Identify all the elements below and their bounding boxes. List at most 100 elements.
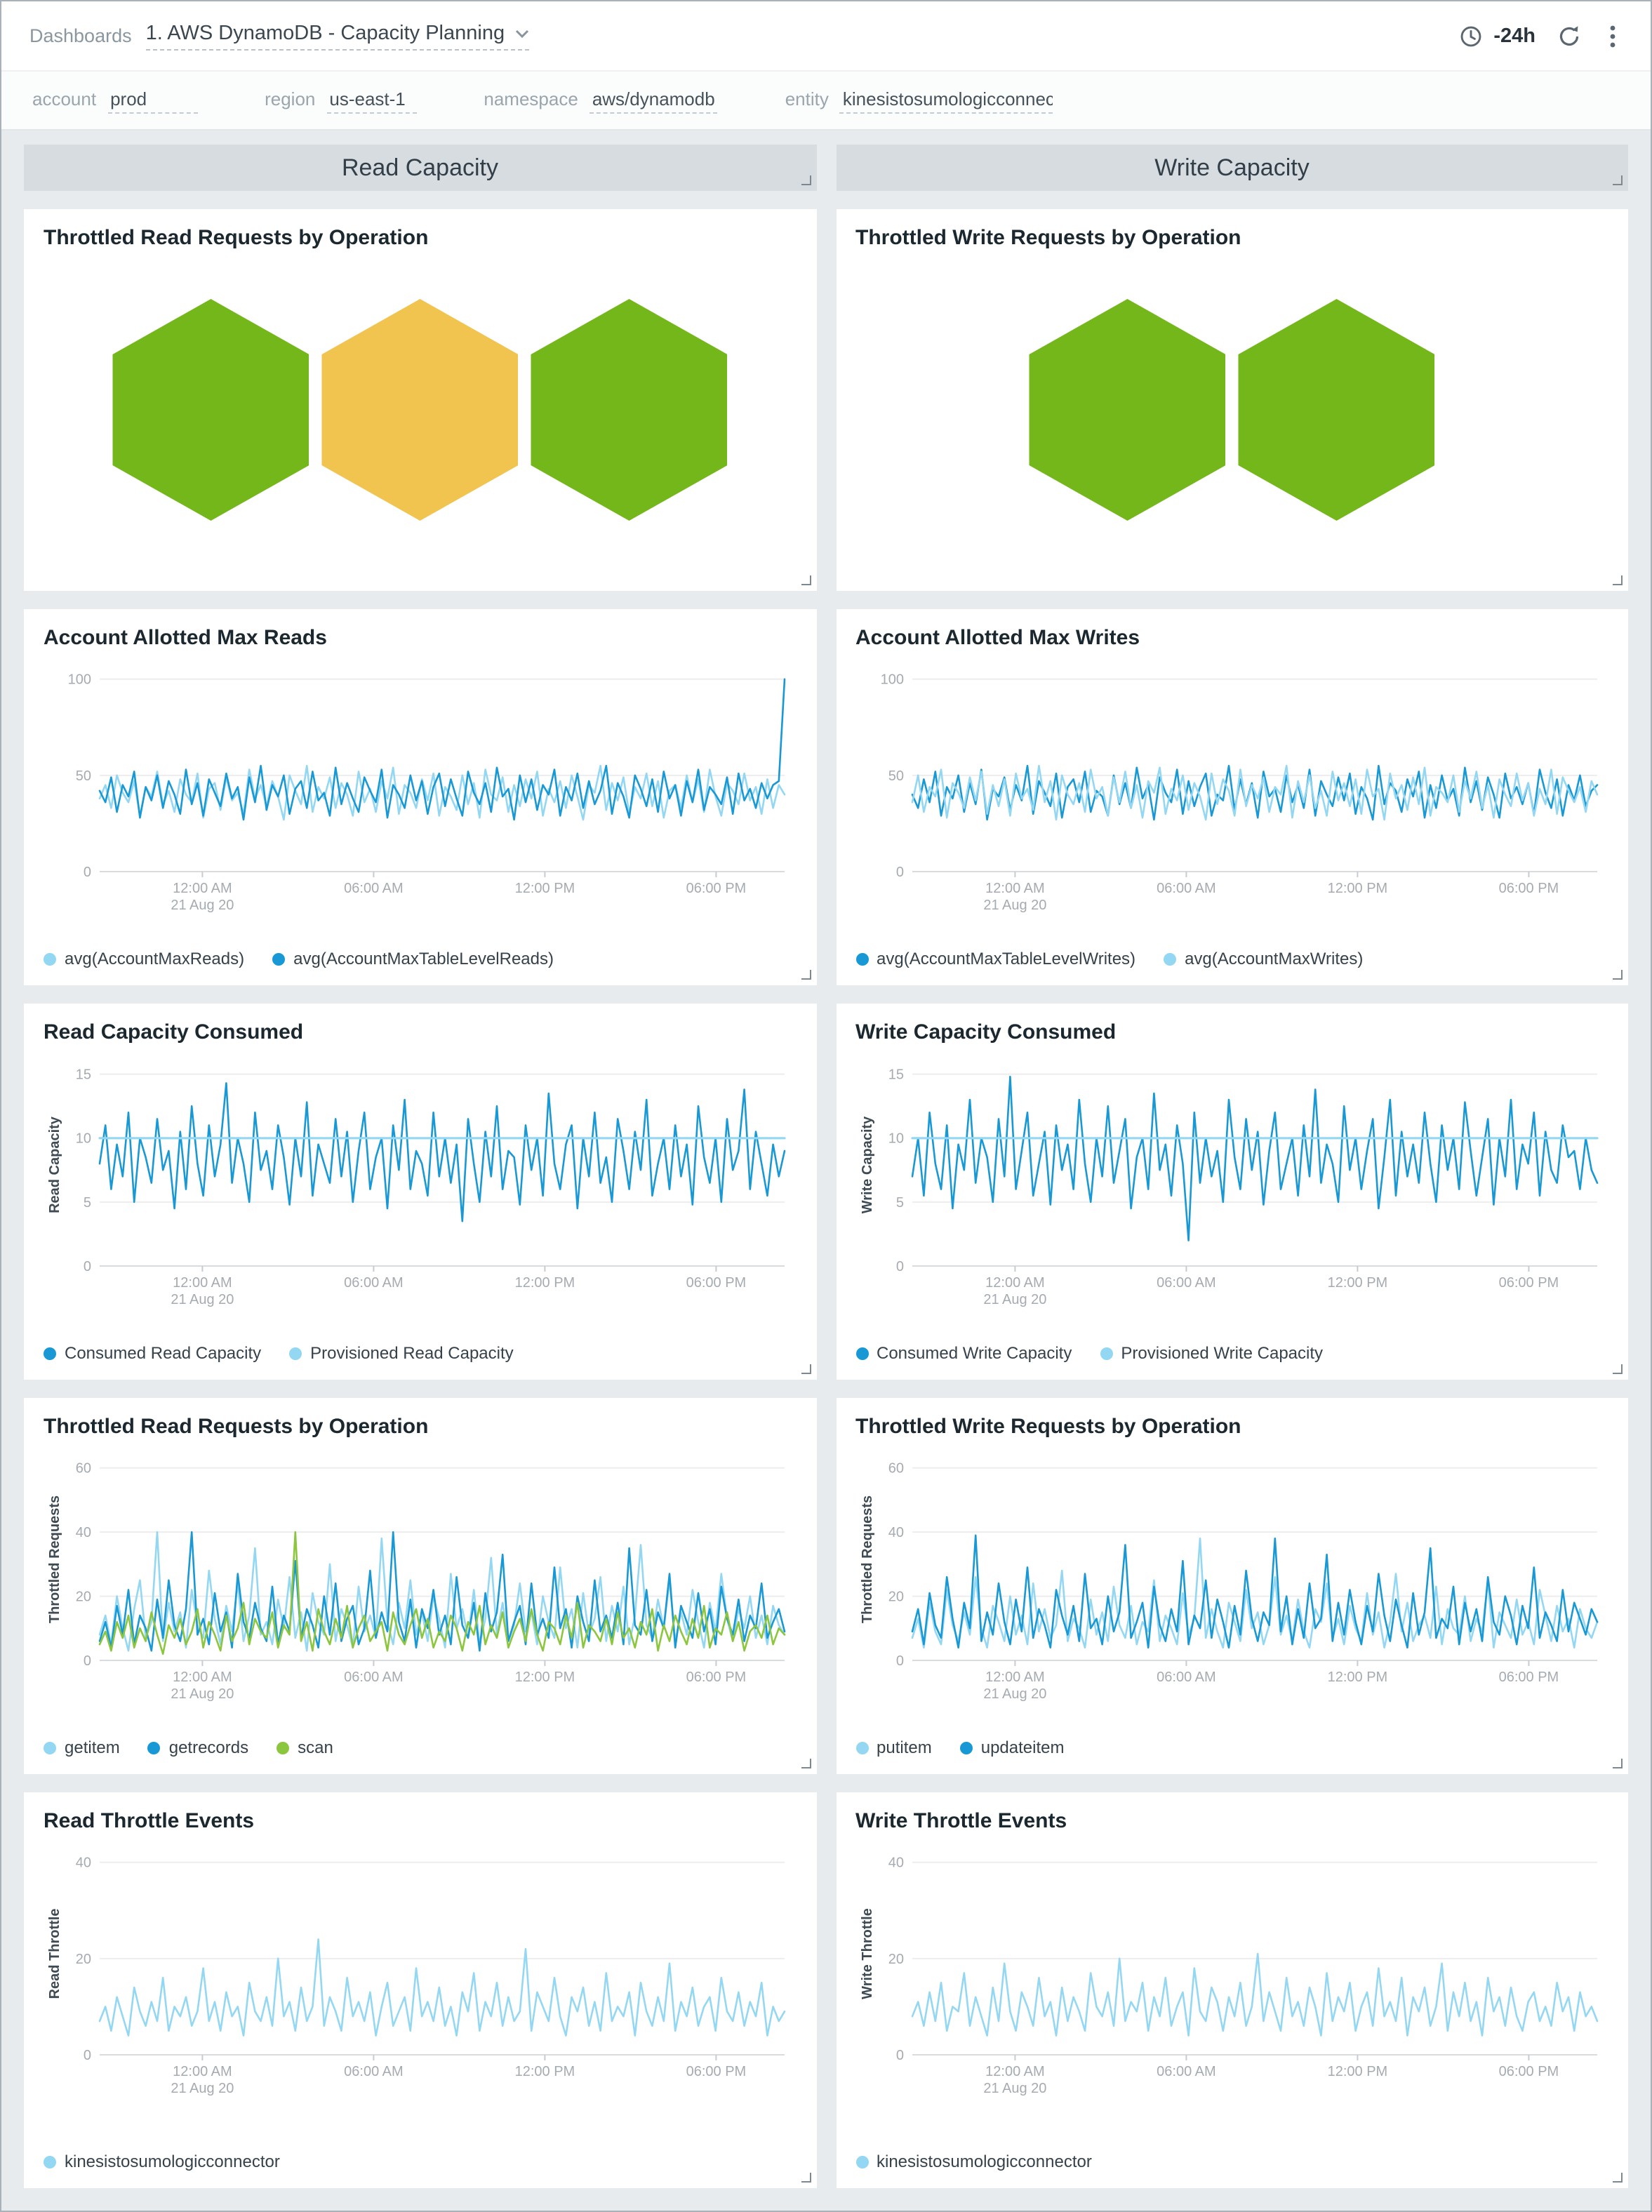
legend-dot xyxy=(1100,1347,1113,1359)
resize-corner[interactable] xyxy=(1613,1364,1623,1374)
svg-text:40: 40 xyxy=(76,1525,91,1540)
filter-region-value[interactable]: us-east-1 xyxy=(326,88,417,113)
svg-text:12:00 AM: 12:00 AM xyxy=(173,2064,232,2079)
honeycomb-cell-hexgreen[interactable] xyxy=(1029,299,1226,521)
legend-dot xyxy=(147,1741,161,1754)
chart-legend: putitem updateitem xyxy=(855,1729,1608,1757)
legend-item[interactable]: avg(AccountMaxReads) xyxy=(44,949,244,968)
resize-corner[interactable] xyxy=(1613,970,1623,980)
legend-item[interactable]: avg(AccountMaxTableLevelReads) xyxy=(272,949,554,968)
legend-item[interactable]: updateitem xyxy=(959,1738,1064,1757)
svg-text:06:00 PM: 06:00 PM xyxy=(686,881,747,896)
read-capacity-column: Read Capacity Throttled Read Requests by… xyxy=(24,145,816,2188)
resize-corner[interactable] xyxy=(1613,1759,1623,1768)
dashboard-title-dropdown[interactable]: 1. AWS DynamoDB - Capacity Planning xyxy=(145,22,529,50)
legend-item[interactable]: putitem xyxy=(855,1738,932,1757)
panel-title: Throttled Read Requests by Operation xyxy=(44,1415,429,1439)
legend-dot xyxy=(44,952,56,965)
legend-label: avg(AccountMaxReads) xyxy=(65,949,245,968)
honeycomb-cell-hexgreen[interactable] xyxy=(112,299,309,521)
svg-text:06:00 AM: 06:00 AM xyxy=(1156,1275,1215,1291)
honeycomb-cell-amber[interactable] xyxy=(321,299,519,521)
resize-corner[interactable] xyxy=(801,970,811,980)
clock-icon[interactable] xyxy=(1458,23,1484,48)
svg-text:40: 40 xyxy=(888,1525,903,1540)
panel-write-throttle-events: Write Throttle Events 0 20 40 12:00 AM 21 Au… xyxy=(836,1792,1628,2188)
svg-text:Read Throttle: Read Throttle xyxy=(47,1909,62,1999)
honeycomb-cell-hexgreen[interactable] xyxy=(531,299,728,521)
svg-text:12:00 AM: 12:00 AM xyxy=(985,1670,1044,1685)
breadcrumb[interactable]: Dashboards xyxy=(29,25,132,46)
svg-text:12:00 PM: 12:00 PM xyxy=(515,1670,575,1685)
svg-text:50: 50 xyxy=(888,768,903,784)
svg-text:0: 0 xyxy=(84,1259,91,1274)
svg-text:12:00 PM: 12:00 PM xyxy=(1327,881,1387,896)
resize-corner[interactable] xyxy=(801,1364,811,1374)
legend-dot xyxy=(1164,952,1177,965)
svg-text:12:00 AM: 12:00 AM xyxy=(173,1670,232,1685)
column-header-write-capacity[interactable]: Write Capacity xyxy=(836,145,1628,191)
legend-item[interactable]: getrecords xyxy=(147,1738,249,1757)
legend-item[interactable]: Provisioned Read Capacity xyxy=(289,1343,514,1363)
line-chart-account-max-reads[interactable]: 0 50 100 12:00 AM 21 Aug 20 06:00 AM 12:00 PM 0… xyxy=(44,655,796,925)
legend-label: putitem xyxy=(877,1738,932,1757)
time-range-label[interactable]: -24h xyxy=(1493,25,1536,47)
legend-item[interactable]: avg(AccountMaxWrites) xyxy=(1164,949,1363,968)
resize-corner[interactable] xyxy=(801,2173,811,2183)
resize-corner[interactable] xyxy=(801,175,811,185)
legend-label: getrecords xyxy=(168,1738,249,1757)
refresh-icon[interactable] xyxy=(1557,23,1582,48)
legend-item[interactable]: getitem xyxy=(44,1738,120,1757)
svg-text:0: 0 xyxy=(895,865,903,880)
honeycomb-cell-hexgreen[interactable] xyxy=(1238,299,1435,521)
line-chart-write-throttle-events[interactable]: 0 20 40 12:00 AM 21 Aug 20 06:00 AM 12:00 PM 06… xyxy=(855,1839,1608,2108)
resize-corner[interactable] xyxy=(1613,575,1623,585)
resize-corner[interactable] xyxy=(801,575,811,585)
legend-item[interactable]: kinesistosumologicconnector xyxy=(855,2152,1092,2171)
legend-item[interactable]: Consumed Read Capacity xyxy=(44,1343,261,1363)
resize-corner[interactable] xyxy=(1613,175,1623,185)
svg-text:12:00 AM: 12:00 AM xyxy=(985,881,1044,896)
panel-title: Throttled Write Requests by Operation xyxy=(855,226,1241,250)
page-title: 1. AWS DynamoDB - Capacity Planning xyxy=(145,22,505,44)
top-bar: Dashboards 1. AWS DynamoDB - Capacity Pl… xyxy=(1,1,1651,72)
legend-item[interactable]: Consumed Write Capacity xyxy=(855,1343,1072,1363)
svg-text:15: 15 xyxy=(888,1067,903,1083)
legend-item[interactable]: scan xyxy=(277,1738,333,1757)
svg-text:20: 20 xyxy=(76,1590,91,1605)
legend-label: Consumed Read Capacity xyxy=(65,1343,262,1363)
filter-region: region us-east-1 xyxy=(265,88,417,113)
legend-label: avg(AccountMaxTableLevelWrites) xyxy=(877,949,1136,968)
filter-namespace-value[interactable]: aws/dynamodb xyxy=(589,88,718,113)
svg-text:50: 50 xyxy=(76,768,91,784)
line-chart-read-throttle-events[interactable]: 0 20 40 12:00 AM 21 Aug 20 06:00 AM 12:00 PM 06… xyxy=(44,1839,796,2108)
filter-account-value[interactable]: prod xyxy=(107,88,198,113)
svg-text:21 Aug 20: 21 Aug 20 xyxy=(982,1686,1046,1702)
filter-label: account xyxy=(32,88,97,109)
filter-entity-value[interactable]: kinesistosumologicconnector xyxy=(839,88,1053,113)
chevron-down-icon xyxy=(515,29,528,37)
svg-text:12:00 PM: 12:00 PM xyxy=(515,881,575,896)
column-header-read-capacity[interactable]: Read Capacity xyxy=(24,145,816,191)
filter-namespace: namespace aws/dynamodb xyxy=(484,88,718,113)
legend-item[interactable]: Provisioned Write Capacity xyxy=(1100,1343,1323,1363)
honeycomb-write xyxy=(855,261,1608,559)
legend-item[interactable]: kinesistosumologicconnector xyxy=(44,2152,280,2171)
resize-corner[interactable] xyxy=(801,1759,811,1768)
svg-text:5: 5 xyxy=(84,1195,91,1211)
svg-text:06:00 PM: 06:00 PM xyxy=(1498,2064,1559,2079)
panel-throttled-read-requests: Throttled Read Requests by Operation 0 20… xyxy=(24,1398,816,1774)
legend-item[interactable]: avg(AccountMaxTableLevelWrites) xyxy=(855,949,1135,968)
resize-corner[interactable] xyxy=(1613,2173,1623,2183)
legend-label: kinesistosumologicconnector xyxy=(65,2152,280,2171)
svg-text:21 Aug 20: 21 Aug 20 xyxy=(982,2081,1046,2096)
kebab-menu-icon[interactable] xyxy=(1603,23,1623,48)
svg-text:100: 100 xyxy=(68,672,91,688)
line-chart-account-max-writes[interactable]: 0 50 100 12:00 AM 21 Aug 20 06:00 AM 12:00 PM 0… xyxy=(855,655,1608,925)
svg-text:06:00 AM: 06:00 AM xyxy=(1156,881,1215,896)
